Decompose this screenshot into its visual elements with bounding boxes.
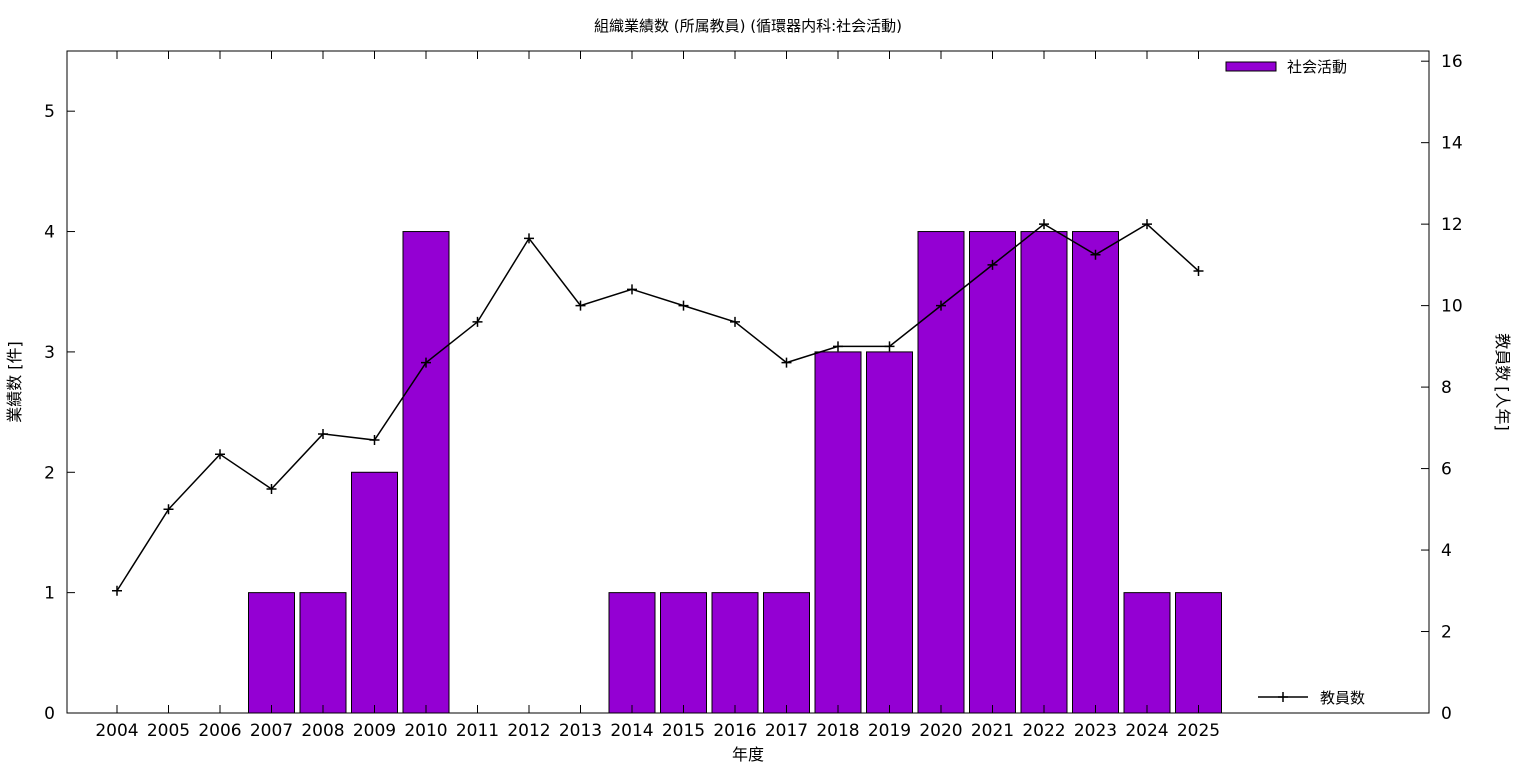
x-tick-label-2023: 2023	[1074, 721, 1117, 741]
point-2016	[730, 316, 740, 327]
x-tick-label-2012: 2012	[507, 721, 550, 741]
point-2008	[318, 428, 328, 439]
legend-bar-swatch	[1225, 61, 1277, 72]
x-tick-label-2017: 2017	[765, 721, 808, 741]
point-2010	[421, 357, 431, 368]
point-2009	[369, 435, 380, 446]
x-tick-label-2022: 2022	[1022, 721, 1065, 741]
y2-axis-label: 教員数 [人年]	[1493, 333, 1512, 431]
y2-tick-label-4: 4	[1441, 541, 1452, 561]
bar-2010	[402, 231, 450, 714]
x-tick-label-2018: 2018	[816, 721, 859, 741]
bar-2015	[660, 592, 707, 714]
point-2020	[936, 300, 946, 311]
point-2021	[987, 259, 998, 270]
y2-tick-label-12: 12	[1441, 215, 1463, 235]
y2-tick-label-14: 14	[1441, 134, 1463, 154]
point-2005	[163, 504, 174, 515]
x-tick-label-2008: 2008	[301, 721, 344, 741]
x-tick-label-2011: 2011	[456, 721, 499, 741]
point-2007	[266, 483, 277, 494]
x-axis-label: 年度	[732, 745, 764, 764]
bar-2022	[1020, 231, 1068, 714]
legend-bars: 社会活動	[1225, 58, 1347, 76]
legend-line-label: 教員数	[1320, 689, 1365, 707]
point-2018	[833, 341, 843, 352]
point-2024	[1142, 219, 1152, 230]
legend-line: 教員数	[1258, 689, 1365, 707]
chart-title: 組織業績数 (所属教員) (循環器内科:社会活動)	[594, 17, 902, 35]
x-tick-label-2016: 2016	[713, 721, 756, 741]
y2-tick-label-6: 6	[1441, 460, 1452, 480]
bar-2018	[814, 351, 862, 714]
point-2022	[1039, 219, 1049, 230]
x-tick-label-2014: 2014	[610, 721, 653, 741]
y-axis-label: 業績数 [件]	[5, 341, 24, 423]
y-tick-label-1: 1	[44, 584, 55, 604]
y-tick-label-3: 3	[44, 343, 55, 363]
x-tick-label-2005: 2005	[147, 721, 190, 741]
point-2013	[575, 300, 586, 311]
bars-layer	[248, 231, 1222, 714]
point-2023	[1090, 249, 1101, 260]
bar-2007	[248, 592, 295, 714]
point-2019	[884, 341, 895, 352]
x-tick-label-2025: 2025	[1177, 721, 1220, 741]
bar-2009	[351, 471, 398, 714]
bar-2023	[1072, 231, 1119, 714]
bar-2016	[711, 592, 759, 714]
bar-2025	[1175, 592, 1222, 714]
point-2012	[524, 233, 534, 244]
point-2004	[112, 585, 122, 596]
y2-tick-label-16: 16	[1441, 52, 1463, 72]
x-tick-label-2006: 2006	[198, 721, 241, 741]
bar-2024	[1123, 592, 1171, 714]
y-tick-label-5: 5	[44, 102, 55, 122]
bar-2008	[299, 592, 347, 714]
x-tick-label-2021: 2021	[971, 721, 1014, 741]
bar-2021	[969, 231, 1016, 714]
y2-tick-label-10: 10	[1441, 297, 1463, 317]
x-tick-label-2024: 2024	[1125, 721, 1168, 741]
bar-2017	[763, 592, 810, 714]
point-2015	[678, 300, 689, 311]
plot-frame	[66, 50, 1430, 714]
point-2011	[472, 316, 483, 327]
series-line-teachers	[116, 223, 1200, 592]
x-tick-label-2013: 2013	[559, 721, 602, 741]
y-tick-label-0: 0	[44, 704, 55, 724]
x-tick-label-2010: 2010	[404, 721, 447, 741]
y-tick-label-2: 2	[44, 463, 55, 483]
bar-2014	[608, 592, 656, 714]
y2-tick-label-0: 0	[1441, 704, 1452, 724]
legend-line-marker	[1278, 692, 1288, 702]
y2-tick-label-8: 8	[1441, 378, 1452, 398]
y2-tick-label-2: 2	[1441, 623, 1452, 643]
bar-2019	[866, 351, 913, 714]
x-tick-label-2004: 2004	[95, 721, 138, 741]
point-2025	[1193, 265, 1204, 276]
x-tick-label-2015: 2015	[662, 721, 705, 741]
x-tick-label-2007: 2007	[250, 721, 293, 741]
x-tick-label-2019: 2019	[868, 721, 911, 741]
point-2017	[781, 357, 792, 368]
line-layer	[112, 219, 1204, 596]
x-tick-label-2020: 2020	[919, 721, 962, 741]
legend-bar-label: 社会活動	[1287, 58, 1347, 76]
point-2006	[215, 449, 225, 460]
point-2014	[627, 284, 637, 295]
x-tick-label-2009: 2009	[353, 721, 396, 741]
y-tick-label-4: 4	[44, 223, 55, 243]
